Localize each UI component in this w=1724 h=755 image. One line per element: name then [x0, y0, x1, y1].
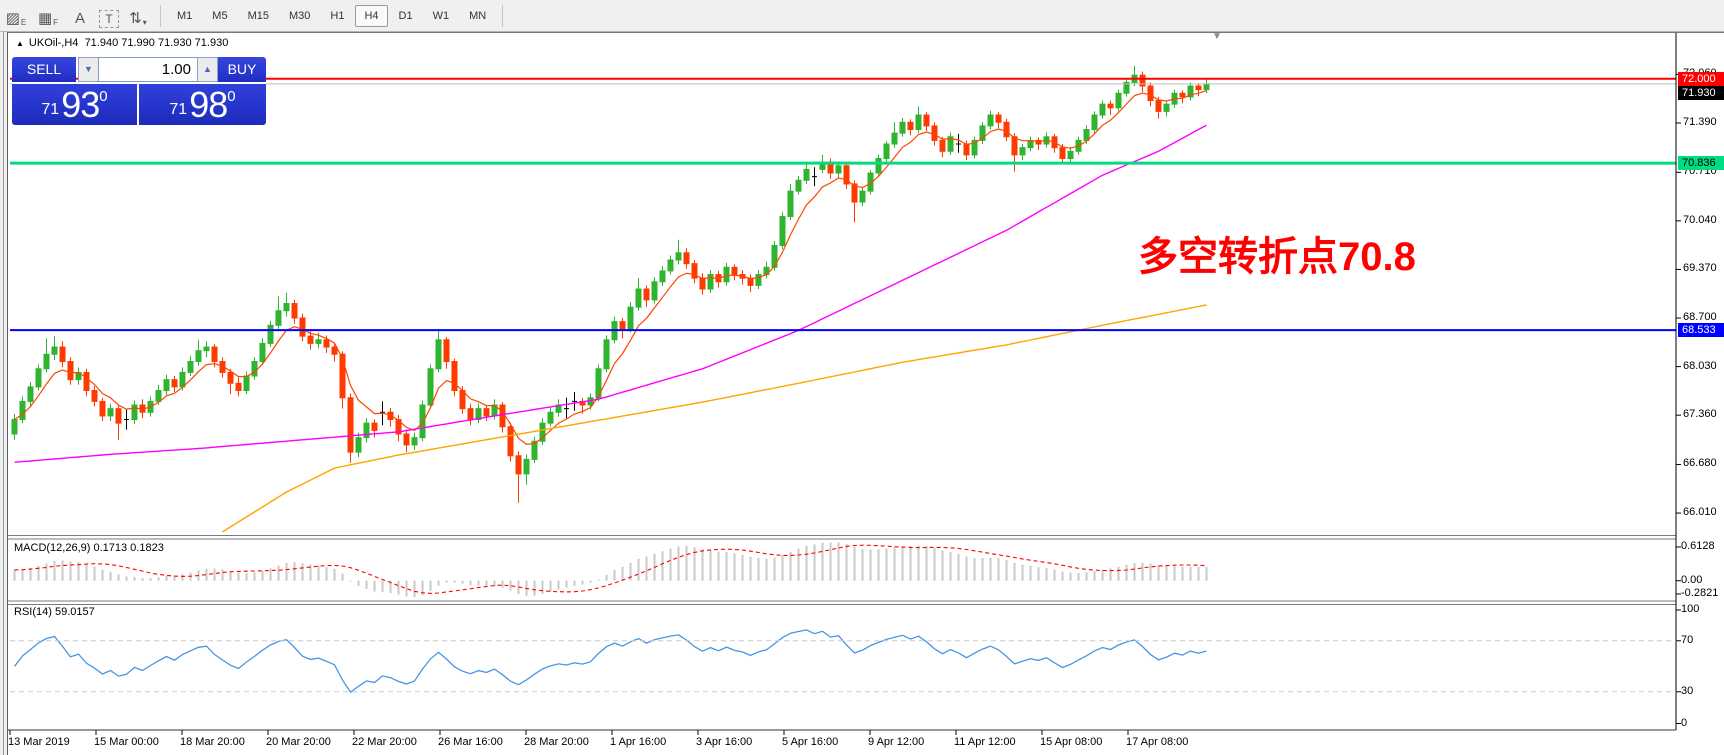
x-axis-time-label: 18 Mar 20:00: [180, 736, 245, 748]
price-tag-current: 71.930: [1678, 85, 1724, 100]
macd-axis-tick: 0.6128: [1681, 539, 1715, 552]
sell-price-display[interactable]: 71 93 0: [12, 84, 137, 125]
x-axis-time-label: 22 Mar 20:00: [352, 736, 417, 748]
scroll-anchor-icon: ▼: [1212, 31, 1222, 42]
timeframe-button-m30[interactable]: M30: [288, 9, 311, 22]
arrange-icon[interactable]: ⇅ ▾: [129, 10, 147, 27]
rsi-indicator-label: RSI(14) 59.0157: [14, 606, 95, 618]
rsi-axis-tick: 70: [1681, 633, 1694, 646]
timeframe-button-d1[interactable]: D1: [398, 9, 413, 22]
x-axis-time-label: 11 Apr 12:00: [954, 736, 1016, 748]
buy-price-main: 98: [189, 83, 228, 125]
main-plot-area: [11, 65, 1210, 533]
price-tag-resistance: 72.000: [1678, 71, 1724, 86]
macd-signal-line: [14, 544, 1207, 594]
rsi-axis-tick: 30: [1681, 684, 1694, 697]
x-axis-time-label: 28 Mar 20:00: [524, 736, 589, 748]
timeframe-button-m5[interactable]: M5: [212, 9, 228, 22]
y-axis-tick: 67.360: [1683, 408, 1717, 421]
x-axis-time-label: 3 Apr 16:00: [696, 736, 753, 748]
window-border-top: [0, 32, 1724, 33]
ma-mid-line: [14, 124, 1207, 463]
x-axis-time-label: 1 Apr 16:00: [610, 736, 667, 748]
volume-input[interactable]: [98, 57, 198, 82]
x-axis-time-label: 5 Apr 16:00: [782, 736, 839, 748]
buy-button[interactable]: BUY: [218, 57, 266, 82]
y-axis-tick: 71.390: [1683, 116, 1717, 128]
x-axis-time-label: 9 Apr 12:00: [868, 736, 925, 748]
ohlc-values: 71.940 71.990 71.930 71.930: [84, 37, 229, 49]
trade-panel-controls: SELL ▼ ▲ BUY: [12, 57, 266, 82]
x-axis-time-label: 26 Mar 16:00: [438, 736, 503, 748]
buy-price-prefix: 71: [169, 101, 188, 118]
toolbar-separator: [502, 4, 504, 27]
window-border-left: [0, 32, 8, 755]
sell-price-point: 0: [99, 88, 108, 105]
rsi-axis-tick: 100: [1681, 603, 1700, 615]
text-a-icon[interactable]: A: [74, 10, 85, 27]
ma-fast-line: [14, 90, 1207, 446]
y-axis-tick: 68.700: [1683, 311, 1717, 324]
macd-histogram: [13, 542, 1208, 598]
chart-background[interactable]: [8, 33, 1724, 755]
timeframe-button-w1[interactable]: W1: [432, 9, 450, 22]
top-toolbar: ▨ E ▦ F A T ⇅ ▾ M1 M5 M15 M30 H1 H4 D1 W1 MN: [0, 0, 1724, 32]
grid-f-icon[interactable]: ▦ F: [37, 10, 59, 27]
ma-slow-line: [222, 304, 1207, 533]
x-axis-time-label: 17 Apr 08:00: [1126, 736, 1189, 748]
timeframe-button-m15[interactable]: M15: [247, 9, 269, 22]
symbol-name: UKOil-,H4: [28, 37, 79, 49]
timeframe-button-h1[interactable]: H1: [330, 9, 345, 22]
candlestick-series: [11, 65, 1210, 503]
chart-text-annotation: 多空转折点70.8: [1138, 235, 1416, 279]
macd-plot-area: [13, 542, 1208, 598]
sell-price-main: 93: [61, 83, 100, 125]
macd-axis-tick: 0.00: [1681, 573, 1703, 586]
y-axis-tick: 68.030: [1683, 359, 1717, 372]
y-axis-tick: 66.680: [1683, 457, 1717, 470]
timeframe-button-h4[interactable]: H4: [355, 4, 388, 27]
timeframe-button-m1[interactable]: M1: [177, 9, 193, 22]
direction-up-icon: ▲: [16, 39, 24, 48]
buy-price-point: 0: [227, 88, 236, 105]
timeframe-button-mn[interactable]: MN: [469, 9, 487, 22]
rsi-plot-area: [13, 629, 1207, 694]
price-tag-support: 68.533: [1678, 323, 1724, 338]
macd-indicator-label: MACD(12,26,9) 0.1713 0.1823: [14, 542, 164, 554]
overlay-layer: [9, 73, 1681, 735]
symbol-header: ▲ UKOil-,H4 71.940 71.990 71.930 71.930: [16, 37, 228, 49]
textbox-t-icon[interactable]: T: [99, 10, 119, 28]
y-axis-tick: 66.010: [1683, 506, 1717, 519]
buy-price-display[interactable]: 71 98 0: [139, 84, 266, 125]
x-axis-time-label: 13 Mar 2019: [8, 736, 70, 748]
volume-decrease-button[interactable]: ▼: [78, 57, 99, 82]
timeframe-buttons: M1 M5 M15 M30 H1 H4 D1 W1 MN: [167, 4, 496, 27]
x-axis-time-label: 15 Apr 08:00: [1040, 736, 1103, 748]
panel-divider: [12, 82, 266, 84]
pattern-e-icon[interactable]: ▨ E: [5, 10, 27, 27]
y-axis-tick: 70.040: [1683, 213, 1717, 226]
volume-increase-button[interactable]: ▲: [197, 57, 218, 82]
sell-price-prefix: 71: [41, 101, 60, 118]
price-tag-pivot: 70.836: [1678, 156, 1724, 171]
y-axis-tick: 69.370: [1683, 262, 1717, 275]
sell-button[interactable]: SELL: [12, 57, 76, 82]
toolbar-icons: ▨ E ▦ F A T ⇅ ▾: [0, 3, 154, 28]
x-axis-time-label: 20 Mar 20:00: [266, 736, 331, 748]
toolbar-separator: [160, 4, 161, 27]
macd-axis-tick: -0.2821: [1681, 586, 1719, 599]
rsi-line: [13, 629, 1207, 694]
rsi-axis-tick: 0: [1681, 716, 1688, 729]
x-axis-time-label: 15 Mar 00:00: [94, 736, 159, 748]
